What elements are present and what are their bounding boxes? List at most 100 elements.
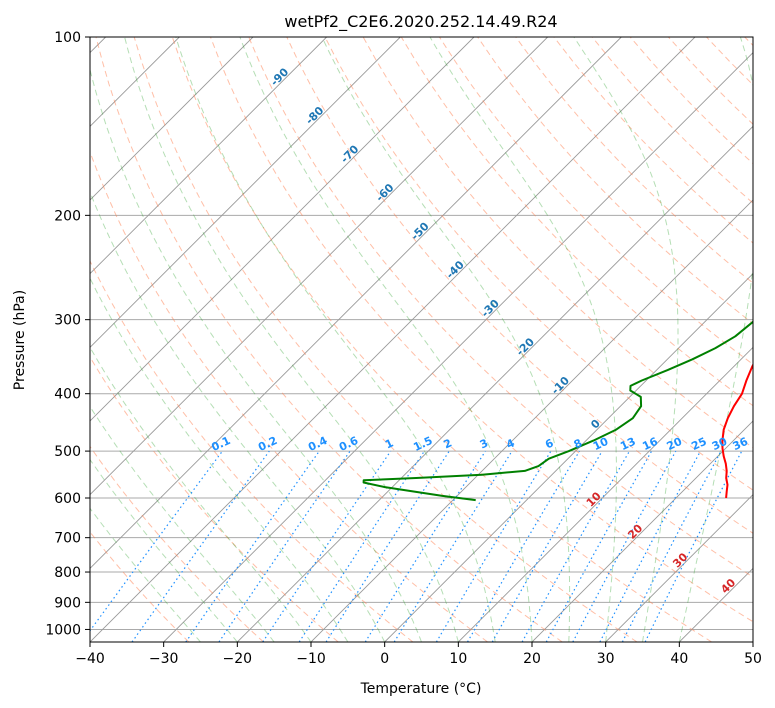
isotherm-line <box>90 37 696 642</box>
dry-adiabat-line <box>90 531 190 642</box>
dry-adiabat-line <box>744 37 753 47</box>
isotherm-line <box>458 346 753 642</box>
x-axis-ticks: −40 −30 −20 −10 0 10 20 30 40 50 <box>75 642 762 667</box>
isotherm-label: -50 <box>408 219 431 242</box>
isotherm-line <box>90 37 622 569</box>
dewpoint-profile-line <box>362 320 753 502</box>
dry-adiabat-line <box>668 37 753 125</box>
mixing-ratio-line <box>364 450 486 642</box>
dry-adiabat-line <box>324 37 753 491</box>
moist-adiabat-line <box>90 405 275 642</box>
isotherm-line <box>90 37 327 275</box>
moist-adiabat-line <box>321 37 571 642</box>
mixing-ratio-label: 20 <box>665 435 685 453</box>
mixing-ratio-line <box>572 450 677 642</box>
isotherm-label: -30 <box>479 297 502 320</box>
isotherm-line <box>384 273 753 642</box>
dry-adiabat-line <box>90 356 339 642</box>
isotherm-line <box>90 37 475 422</box>
x-axis-label: Temperature (°C) <box>360 681 482 697</box>
isotherm-line <box>163 52 753 642</box>
y-tick-label: 200 <box>54 208 81 224</box>
mixing-ratio-label: 25 <box>689 435 708 453</box>
isotherm-line <box>752 641 753 642</box>
mixing-ratio-label: 16 <box>640 435 660 453</box>
mixing-ratio-line <box>131 450 270 642</box>
x-tick-label: 50 <box>744 651 762 667</box>
dry-adiabat-line <box>553 37 753 244</box>
dry-adiabat-line <box>171 37 712 642</box>
moist-adiabat-line <box>90 458 238 642</box>
moist-adiabat-line <box>90 277 349 642</box>
x-tick-label: −10 <box>296 651 326 667</box>
data-lines <box>362 320 753 502</box>
isotherm-label: -70 <box>338 142 361 165</box>
isotherm-label: -20 <box>514 335 537 358</box>
moist-adiabat-line <box>175 37 496 642</box>
dry-adiabat-line <box>515 37 753 284</box>
dry-adiabat-line <box>210 37 753 623</box>
mixing-ratio-label: 36 <box>731 435 751 453</box>
dry-adiabat-line <box>133 37 638 642</box>
y-tick-label: 900 <box>54 595 81 611</box>
background-lines <box>90 37 753 642</box>
isotherm-label: -60 <box>373 181 396 204</box>
x-tick-label: 30 <box>597 651 615 667</box>
mixing-ratio-label: 2 <box>442 436 454 451</box>
x-tick-label: 40 <box>670 651 688 667</box>
mixing-ratio-label: 30 <box>710 435 730 453</box>
x-tick-label: −20 <box>223 651 253 667</box>
mixing-ratio-line <box>298 450 425 642</box>
isotherm-label: 0 <box>588 417 603 432</box>
y-axis-ticks: 100 200 300 400 500 600 700 800 900 1000 <box>45 30 90 638</box>
mixing-ratio-line <box>90 450 223 632</box>
mixing-ratio-label: 10 <box>591 435 611 453</box>
dry-adiabat-line <box>438 37 753 366</box>
mixing-ratio-line <box>218 450 351 642</box>
mixing-ratio-label: 4 <box>504 436 517 451</box>
x-tick-label: 0 <box>380 651 389 667</box>
x-tick-label: 10 <box>449 651 467 667</box>
mixing-ratio-line <box>325 450 450 642</box>
mixing-ratio-line <box>393 450 513 642</box>
isotherm-line <box>679 567 753 642</box>
mixing-ratio-line <box>262 450 392 642</box>
dry-adiabat-line <box>90 259 414 642</box>
dry-adiabat-line <box>90 445 264 642</box>
y-tick-label: 800 <box>54 565 81 581</box>
dry-adiabat-line <box>90 150 488 642</box>
mixing-ratio-label: 6 <box>543 436 556 451</box>
isotherm-line <box>90 37 254 201</box>
mixing-ratio-line <box>466 450 580 642</box>
isotherm-line <box>605 494 753 642</box>
moist-adiabat-line <box>90 190 386 642</box>
moist-adiabat-line <box>239 37 533 642</box>
mixing-ratio-label: 13 <box>618 435 637 453</box>
isotherm-label: -90 <box>268 65 291 88</box>
isotherm-label: 40 <box>718 576 738 596</box>
mixing-ratio-line <box>521 450 631 642</box>
y-tick-label: 100 <box>54 30 81 46</box>
isotherm-line <box>90 37 401 348</box>
isotherm-label: 20 <box>625 521 645 541</box>
y-tick-label: 700 <box>54 531 81 547</box>
chart-title: wetPf2_C2E6.2020.252.14.49.R24 <box>284 12 557 32</box>
y-tick-label: 400 <box>54 387 81 403</box>
dry-adiabat-line <box>95 37 563 642</box>
moist-adiabat-line <box>678 37 753 642</box>
mixing-ratio-line <box>435 450 552 642</box>
dry-adiabat-line <box>706 37 753 86</box>
y-tick-label: 600 <box>54 491 81 507</box>
dry-adiabat-line <box>286 37 753 534</box>
moist-adiabat-line <box>429 37 617 642</box>
isotherm-line <box>237 125 753 642</box>
moist-adiabat-line <box>90 67 422 642</box>
isotherm-line <box>531 420 753 642</box>
plot-frame <box>89 36 754 643</box>
moist-adiabat-line <box>90 346 312 642</box>
moist-adiabat-line <box>124 37 459 642</box>
mixing-ratio-line <box>185 450 320 642</box>
x-tick-label: −40 <box>75 651 105 667</box>
isotherm-label: 30 <box>670 550 690 570</box>
y-tick-label: 500 <box>54 444 81 460</box>
